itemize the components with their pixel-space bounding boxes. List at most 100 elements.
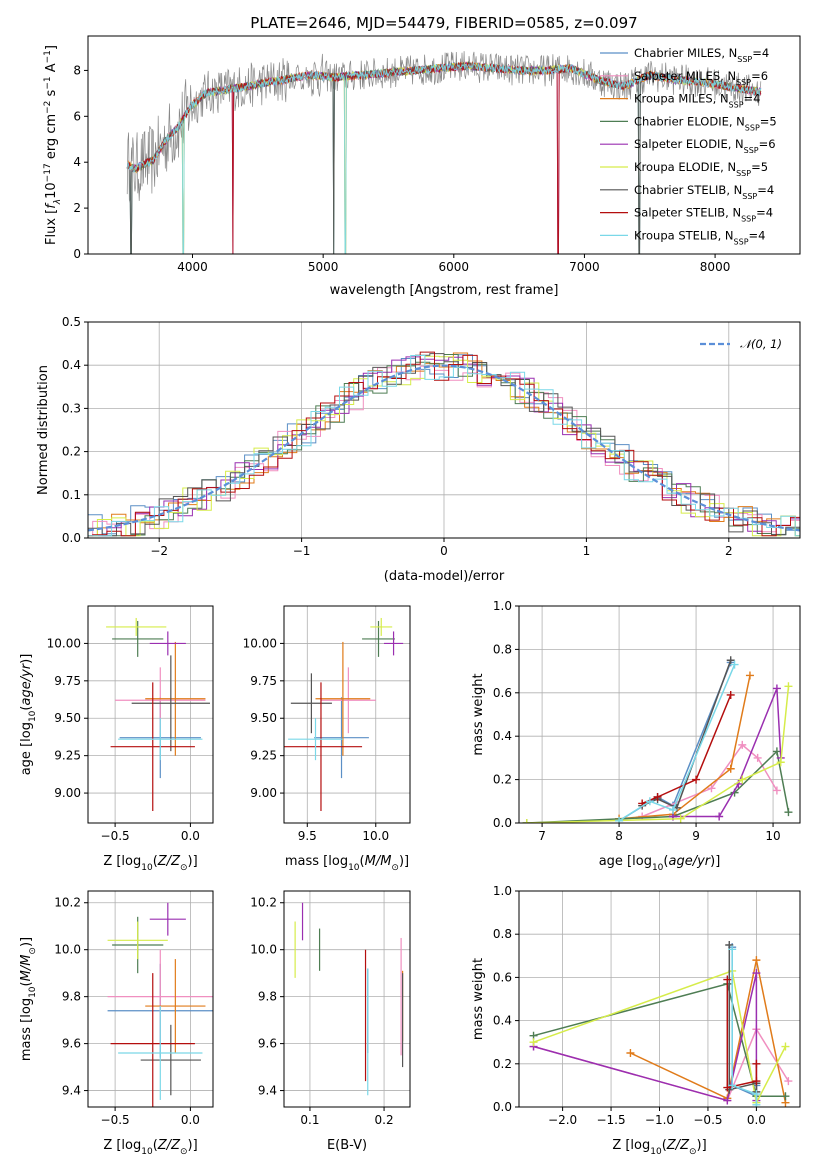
- y-tick-label: 0.6: [493, 686, 512, 700]
- y-axis-label: age [log10(age/yr)]: [19, 654, 38, 776]
- legend-entry: Chabrier STELIB, NSSP=4: [634, 183, 774, 201]
- plot-area: [88, 606, 213, 823]
- x-tick-label: 2: [725, 544, 733, 558]
- x-tick-label: 0.0: [181, 1113, 200, 1127]
- plot-area: [88, 891, 213, 1107]
- weight-marker: [772, 747, 781, 756]
- y-tick-label: 9.6: [62, 1037, 81, 1051]
- label-part: erg cm: [44, 114, 59, 163]
- label-part: −1: [43, 50, 53, 63]
- y-tick-label: 0.0: [493, 816, 512, 830]
- weight-marker: [522, 819, 531, 823]
- legend-sub: SSP: [734, 237, 749, 246]
- y-tick-label: 9.4: [62, 1084, 81, 1098]
- y-axis-label: Normed distribution: [36, 365, 51, 495]
- weight-marker: [653, 792, 662, 801]
- legend-value: =6: [751, 69, 768, 83]
- legend-value: =4: [749, 228, 766, 242]
- weight-line-4: [533, 972, 758, 1102]
- y-tick-label: 0.4: [493, 729, 512, 743]
- plot-area: [126, 51, 762, 254]
- x-tick-label: −0.5: [101, 829, 130, 843]
- label-part: λ: [53, 199, 63, 205]
- y-tick-label: 10.00: [243, 636, 277, 650]
- label-part: )]: [399, 854, 409, 869]
- chart-weight-vs-Z: −2.0 −1.5 −1.0 −0.5 0.0 0.0 0.2 0.4 0.6 0.8 1.0 Z […: [471, 884, 801, 1157]
- legend-value: =5: [760, 114, 777, 128]
- label-part: age/yr: [668, 854, 711, 869]
- legend-name: Salpeter ELODIE, N: [634, 137, 744, 151]
- legend-sub: SSP: [744, 146, 759, 155]
- y-tick-label: 9.75: [250, 674, 277, 688]
- plot-area: [519, 891, 800, 1107]
- x-tick-label: 10: [765, 829, 780, 843]
- histogram-4: [88, 356, 800, 537]
- weight-marker: [772, 684, 781, 693]
- weight-line-2: [630, 959, 787, 1103]
- legend-sub: SSP: [736, 169, 751, 178]
- weight-marker: [745, 671, 754, 680]
- y-tick-label: 9.25: [54, 749, 81, 763]
- weight-marker: [738, 740, 747, 749]
- plot-area: [88, 322, 800, 538]
- weight-marker: [784, 808, 793, 817]
- legend-value: =4: [756, 206, 773, 220]
- weight-marker: [723, 1083, 732, 1092]
- label-part: age [log: [599, 854, 652, 869]
- legend-value: =4: [757, 183, 774, 197]
- weight-marker: [753, 753, 762, 762]
- y-tick-label: 10.2: [54, 896, 81, 910]
- x-tick-label: 9: [692, 829, 700, 843]
- plot-area: [519, 606, 800, 823]
- x-tick-label: −2.0: [548, 1113, 577, 1127]
- y-tick-label: 0.2: [493, 773, 512, 787]
- label-part: ⊙: [689, 1147, 697, 1157]
- plot-area: [284, 891, 410, 1107]
- y-tick-label: 9.50: [250, 711, 277, 725]
- label-part: (: [360, 854, 365, 869]
- label-part: )]: [710, 854, 720, 869]
- label-part: (: [662, 1138, 667, 1153]
- weight-marker: [752, 1077, 761, 1086]
- histogram-5: [88, 355, 800, 537]
- label-part: 10: [348, 863, 360, 873]
- label-part: Z/Z: [666, 1138, 690, 1153]
- weight-marker: [668, 805, 677, 814]
- legend-sub: SSP: [737, 55, 752, 64]
- label-part: ⊙: [180, 863, 188, 873]
- y-tick-label: 10.0: [54, 943, 81, 957]
- y-tick-label: 4: [73, 155, 81, 169]
- legend-name: Chabrier STELIB, N: [634, 183, 742, 197]
- histogram-6: [88, 353, 800, 537]
- x-tick-label: −1.0: [645, 1113, 674, 1127]
- y-tick-label: 10.0: [250, 943, 277, 957]
- y-tick-label: 1.0: [493, 884, 512, 898]
- label-part: )]: [697, 1138, 707, 1153]
- legend-entry: Kroupa ELODIE, NSSP=5: [634, 160, 768, 178]
- weight-line-7: [726, 979, 758, 1089]
- y-tick-label: 0.5: [62, 315, 81, 329]
- label-part: 10: [44, 182, 59, 199]
- legend-entry: Chabrier ELODIE, NSSP=5: [634, 114, 777, 131]
- y-tick-label: 0.0: [493, 1100, 512, 1114]
- chart-mass-vs-ebv: 0.1 0.2 9.4 9.6 9.8 10.0 10.2 E(B-V): [250, 890, 411, 1153]
- weight-marker: [781, 1042, 790, 1051]
- y-axis-label: mass weight: [471, 673, 486, 755]
- reference-curve: [88, 364, 800, 532]
- weight-line-3: [526, 749, 790, 823]
- label-part: Z [log: [612, 1138, 650, 1153]
- x-tick-label: 8: [615, 829, 623, 843]
- x-tick-label: 8000: [700, 260, 731, 274]
- weight-marker: [752, 1100, 761, 1107]
- y-tick-label: 1.0: [493, 599, 512, 613]
- y-tick-label: 9.6: [258, 1037, 277, 1051]
- x-axis-label: wavelength [Angstrom, rest frame]: [330, 283, 559, 298]
- x-tick-label: 0: [440, 544, 448, 558]
- label-part: A: [44, 63, 59, 76]
- y-axis-label: mass [log10(M/M⊙)]: [19, 937, 38, 1061]
- weight-marker: [728, 1081, 737, 1090]
- weight-marker: [730, 660, 739, 669]
- weight-marker: [784, 1077, 793, 1086]
- y-tick-label: 9.8: [258, 990, 277, 1004]
- label-part: 10: [28, 710, 38, 722]
